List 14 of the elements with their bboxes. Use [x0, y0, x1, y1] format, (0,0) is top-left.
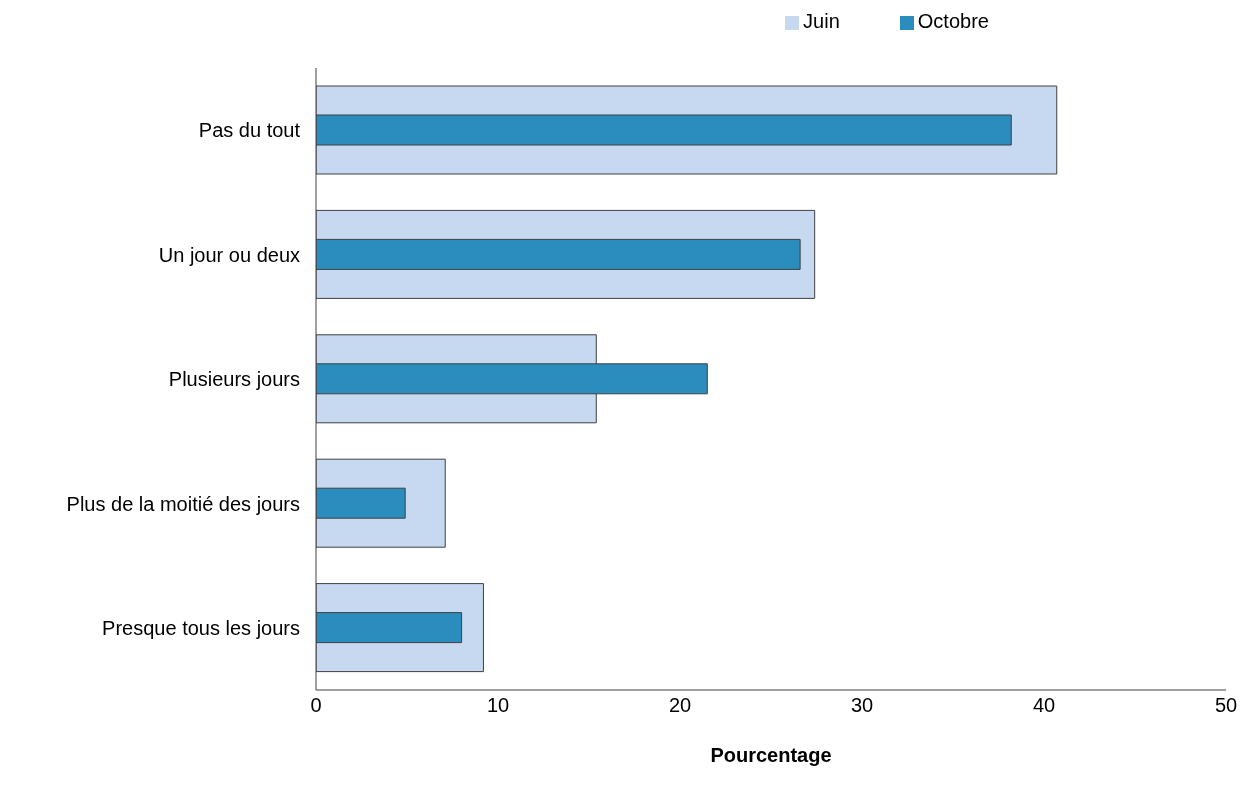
legend-label: Octobre [917, 10, 989, 32]
y-tick-label: Pas du tout [198, 119, 301, 142]
y-tick-label: Un jour ou deux [158, 243, 300, 266]
x-tick-label: 0 [310, 694, 322, 717]
x-tick-label: 40 [1032, 694, 1056, 717]
y-tick-label: Presque tous les jours [102, 616, 300, 639]
y-tick-label: Plusieurs jours [168, 368, 300, 391]
x-tick-label: 20 [668, 694, 692, 717]
x-tick-label: 10 [486, 694, 510, 717]
legend-label: Juin [803, 10, 840, 32]
x-tick-label: 50 [1214, 694, 1238, 717]
y-tick-label: Plus de la moitié des jours [66, 492, 300, 515]
x-tick-label: 30 [850, 694, 874, 717]
x-axis-title: Pourcentage [710, 744, 832, 766]
